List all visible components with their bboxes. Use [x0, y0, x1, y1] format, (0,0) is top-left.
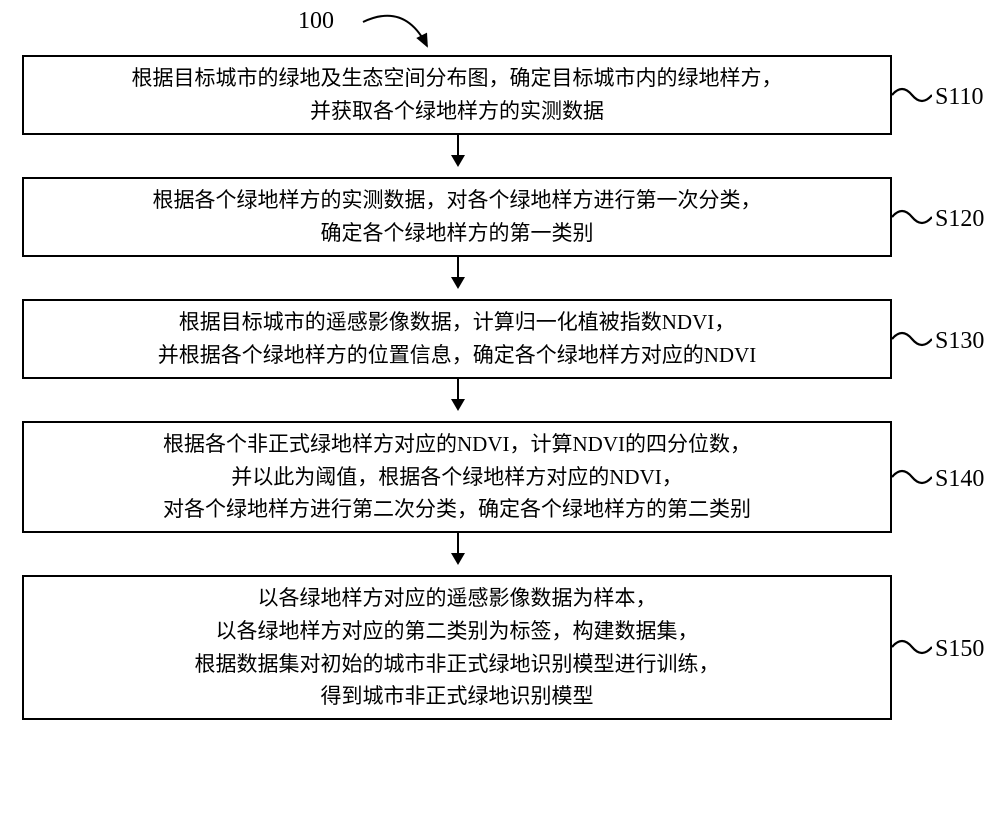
- step-text-line: 以各绿地样方对应的遥感影像数据为样本，: [258, 582, 657, 615]
- wavy-connector: [892, 324, 932, 354]
- step-text-line: 根据各个绿地样方的实测数据，对各个绿地样方进行第一次分类，: [153, 184, 762, 217]
- step-box-s140: 根据各个非正式绿地样方对应的NDVI，计算NDVI的四分位数， 并以此为阈值，根…: [22, 421, 892, 533]
- step-box-s130: 根据目标城市的遥感影像数据，计算归一化植被指数NDVI， 并根据各个绿地样方的位…: [22, 299, 892, 379]
- step-box-s120: 根据各个绿地样方的实测数据，对各个绿地样方进行第一次分类， 确定各个绿地样方的第…: [22, 177, 892, 257]
- arrow-down: [457, 135, 459, 165]
- wavy-connector: [892, 80, 932, 110]
- step-text-line: 得到城市非正式绿地识别模型: [321, 680, 594, 713]
- arrow-down: [457, 379, 459, 409]
- step-text-line: 以各绿地样方对应的第二类别为标签，构建数据集，: [216, 615, 699, 648]
- step-text-line: 根据数据集对初始的城市非正式绿地识别模型进行训练，: [195, 648, 720, 681]
- step-label-s130: S130: [935, 328, 984, 355]
- arrow-down: [457, 533, 459, 563]
- diagram-ref-number: 100: [298, 8, 334, 35]
- step-text-line: 并根据各个绿地样方的位置信息，确定各个绿地样方对应的NDVI: [158, 339, 757, 372]
- arrow-down: [457, 257, 459, 287]
- step-text-line: 对各个绿地样方进行第二次分类，确定各个绿地样方的第二类别: [163, 493, 751, 526]
- step-label-s120: S120: [935, 206, 984, 233]
- ref-arrow-curve: [355, 2, 455, 62]
- step-text-line: 根据目标城市的绿地及生态空间分布图，确定目标城市内的绿地样方，: [132, 62, 783, 95]
- step-text-line: 根据各个非正式绿地样方对应的NDVI，计算NDVI的四分位数，: [163, 428, 751, 461]
- step-text-line: 根据目标城市的遥感影像数据，计算归一化植被指数NDVI，: [179, 306, 736, 339]
- step-text-line: 并以此为阈值，根据各个绿地样方对应的NDVI，: [231, 461, 683, 494]
- step-label-s150: S150: [935, 636, 984, 663]
- wavy-connector: [892, 202, 932, 232]
- wavy-connector: [892, 632, 932, 662]
- step-label-s140: S140: [935, 466, 984, 493]
- wavy-connector: [892, 462, 932, 492]
- flowchart-canvas: 100 根据目标城市的绿地及生态空间分布图，确定目标城市内的绿地样方， 并获取各…: [0, 0, 1000, 813]
- step-box-s150: 以各绿地样方对应的遥感影像数据为样本， 以各绿地样方对应的第二类别为标签，构建数…: [22, 575, 892, 720]
- step-label-s110: S110: [935, 84, 983, 111]
- step-box-s110: 根据目标城市的绿地及生态空间分布图，确定目标城市内的绿地样方， 并获取各个绿地样…: [22, 55, 892, 135]
- step-text-line: 确定各个绿地样方的第一类别: [321, 217, 594, 250]
- step-text-line: 并获取各个绿地样方的实测数据: [310, 95, 604, 128]
